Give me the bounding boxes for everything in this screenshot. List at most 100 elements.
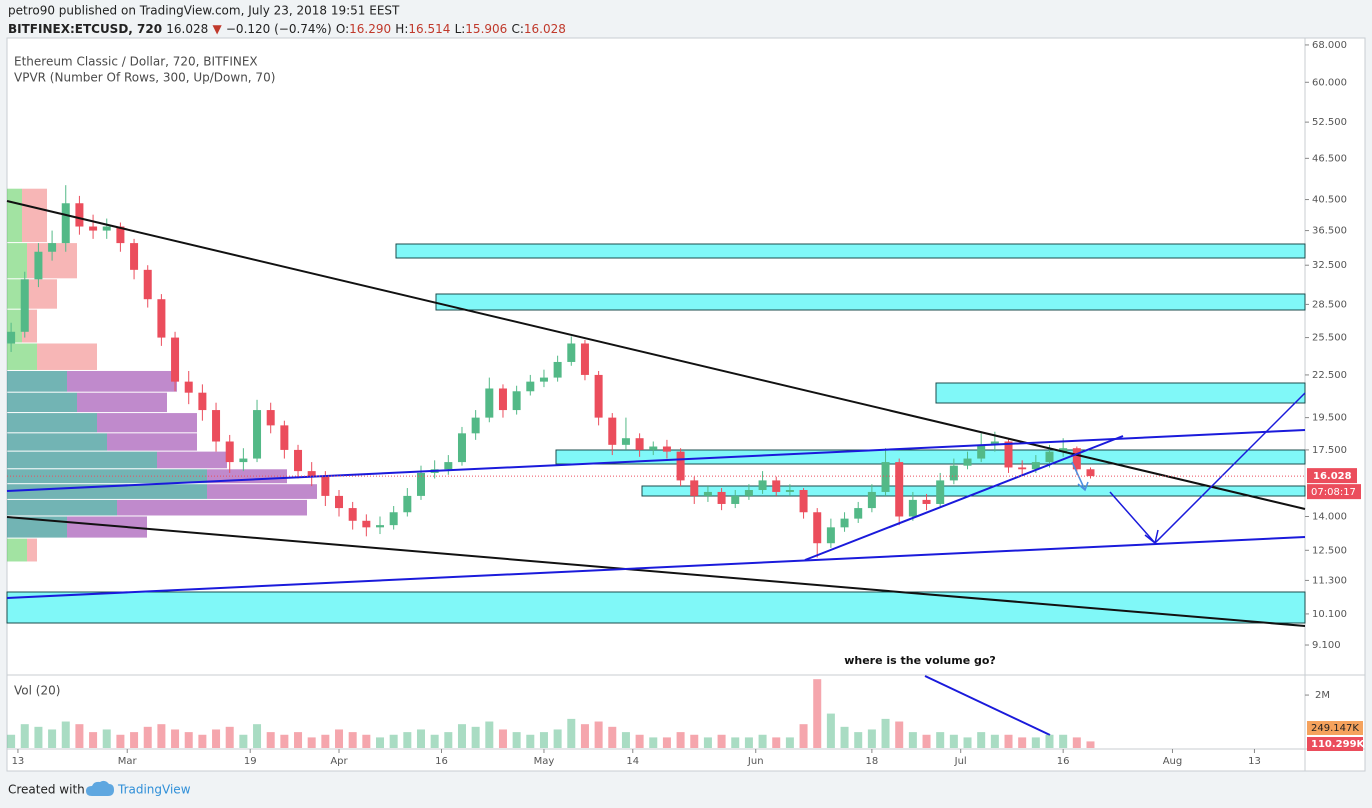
footer-created: Created with [8, 783, 85, 797]
candle-body [649, 446, 658, 450]
candle-body [184, 381, 193, 393]
volume-bar [184, 732, 193, 748]
candle-body [854, 508, 863, 519]
volume-bar [621, 732, 630, 748]
x-tick-label: Aug [1163, 756, 1183, 767]
volume-bar [239, 734, 248, 748]
volume-bar [294, 732, 303, 748]
volume-bar [936, 732, 945, 748]
volume-label: Vol (20) [14, 684, 60, 698]
y-tick-label: 10.100 [1312, 609, 1347, 620]
y-tick-label: 22.500 [1312, 370, 1347, 381]
volume-bar [389, 734, 398, 748]
header-bg [0, 0, 1372, 40]
candle-body [403, 495, 412, 513]
zone [641, 485, 1306, 497]
profile-up [7, 392, 77, 413]
candle-body [826, 527, 835, 544]
candle-body [676, 451, 685, 481]
vol-last-box [1307, 737, 1363, 751]
volume-bar [717, 734, 726, 748]
volume-bar [608, 726, 617, 748]
volume-bar [758, 734, 767, 748]
volume-bar [75, 724, 84, 748]
candle-body [580, 343, 589, 375]
volume-bar [867, 729, 876, 748]
y-tick-label: 17.500 [1312, 445, 1347, 456]
candle-body [936, 480, 945, 504]
annotation-line [924, 675, 1051, 736]
volume-bar [307, 737, 316, 748]
volume-bar [840, 726, 849, 748]
candle-body [335, 495, 344, 509]
indicator-label: VPVR (Number Of Rows, 300, Up/Down, 70) [14, 71, 275, 85]
volume-bar [922, 734, 931, 748]
candle-body [280, 425, 289, 450]
profile-up [7, 279, 22, 309]
candle-body [1059, 448, 1068, 452]
candle-body [34, 251, 43, 280]
candle-body [867, 491, 876, 509]
c-label: C: [511, 22, 523, 36]
profile-up [7, 451, 157, 469]
axes: 68.000 60.000 52.500 46.500 40.500 36.500 32.5… [7, 40, 1366, 767]
candle-body [157, 299, 166, 338]
x-tick-label: May [534, 756, 555, 767]
l-label: L: [455, 22, 466, 36]
candle-body [717, 491, 726, 504]
candle-body [785, 489, 794, 492]
profile-down [22, 188, 47, 243]
volume-bar [963, 737, 972, 748]
candle-body [1031, 462, 1040, 470]
y-tick-label: 46.500 [1312, 153, 1347, 164]
volume-bar [266, 732, 275, 748]
publish-info: petro90 published on TradingView.com, Ju… [8, 4, 400, 18]
profile-down [77, 392, 167, 413]
volume-bar [61, 721, 70, 748]
change: −0.120 (−0.74%) [226, 22, 332, 36]
y-tick-label: 32.500 [1312, 260, 1347, 271]
profile-up [7, 243, 27, 279]
volume-bar [485, 721, 494, 748]
candle-body [75, 203, 84, 227]
volume-bar [553, 729, 562, 748]
trendline [6, 516, 1306, 627]
o-label: O: [336, 22, 349, 36]
volume-bar [649, 737, 658, 748]
candle-body [61, 203, 70, 244]
volume-bar [813, 679, 822, 748]
candle-body [908, 499, 917, 517]
y-tick-label: 14.000 [1312, 511, 1347, 522]
volume-bar [526, 734, 535, 748]
volume-bar [321, 734, 330, 748]
profile-down [117, 499, 307, 516]
candle-body [48, 243, 57, 252]
volume-bar [1086, 741, 1095, 748]
candle-body [7, 331, 16, 344]
volume-bar [20, 724, 29, 748]
candle-body [567, 343, 576, 362]
footer-brand[interactable]: TradingView [117, 783, 191, 797]
l-value: 15.906 [465, 22, 507, 36]
volume-bar [854, 732, 863, 748]
candle-body [731, 495, 740, 504]
volume-bar [676, 732, 685, 748]
profile-down [157, 451, 227, 469]
volume-bar [102, 729, 111, 748]
candle-body [621, 438, 630, 445]
y-tick-label: 28.500 [1312, 299, 1347, 310]
symbol: BITFINEX:ETCUSD, 720 [8, 22, 162, 36]
volume-bar [348, 732, 357, 748]
y-tick-label: 52.500 [1312, 117, 1347, 128]
volume-bar [539, 732, 548, 748]
volume-bar [731, 737, 740, 748]
arrow-head [1077, 481, 1089, 492]
y-tick-label: 40.500 [1312, 195, 1347, 206]
candle-body [376, 525, 385, 528]
profile-up [7, 499, 117, 516]
x-tick-label: 13 [1248, 756, 1261, 767]
candle-body [348, 508, 357, 521]
profile-up [7, 188, 22, 243]
volume-profile [7, 188, 317, 562]
